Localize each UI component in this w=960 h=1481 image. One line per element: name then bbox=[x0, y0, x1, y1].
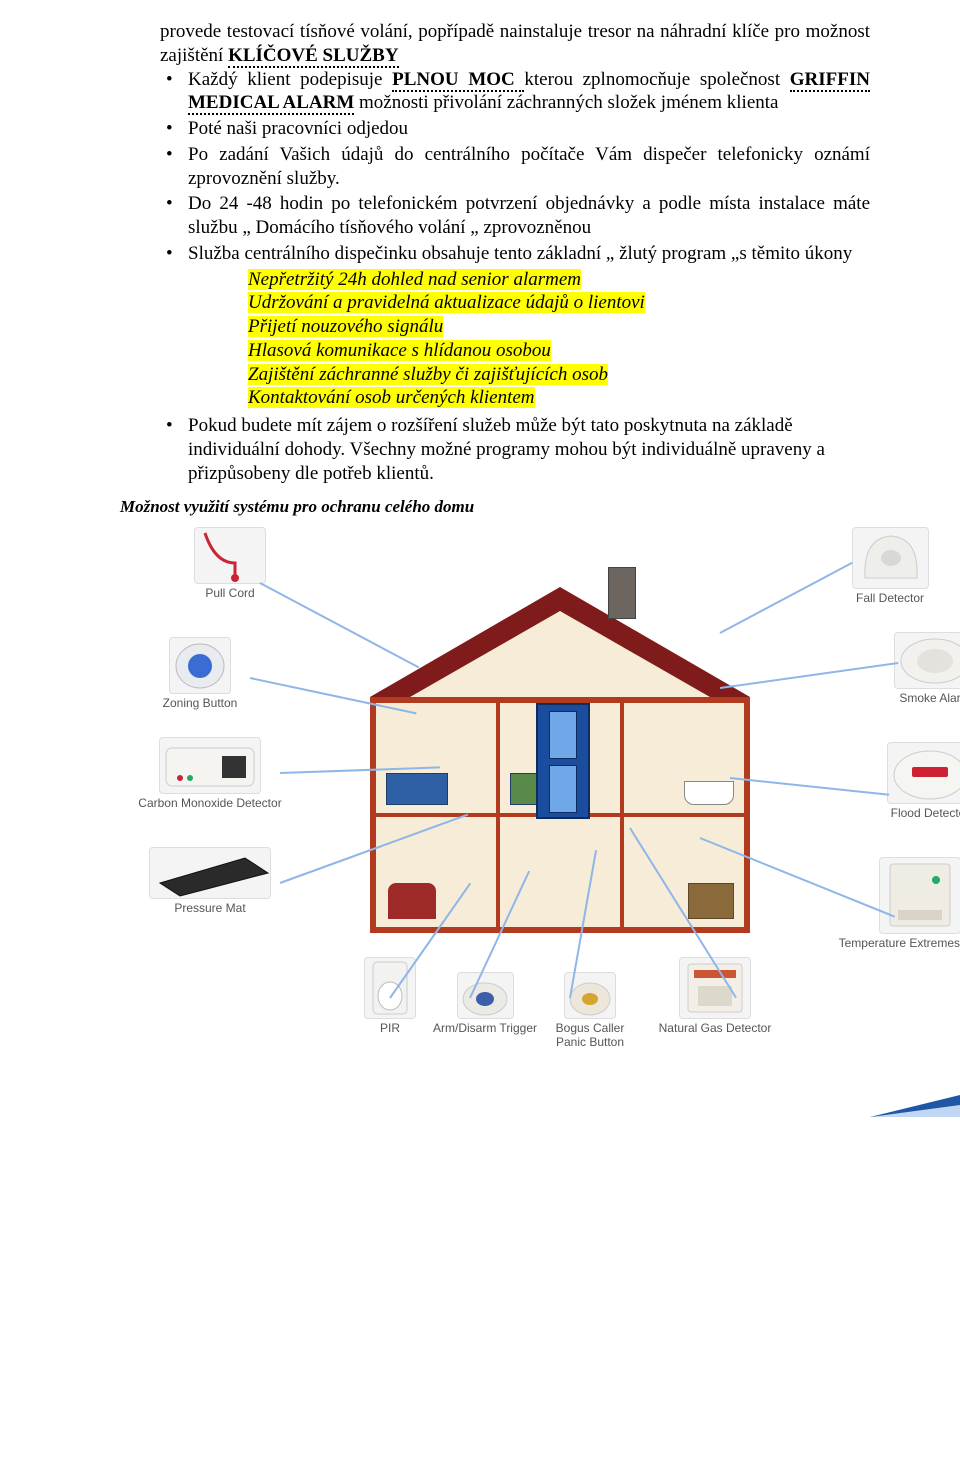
yellow-item: Zajištění záchranné služby či zajišťujíc… bbox=[248, 364, 608, 385]
bullet-text: Služba centrálního dispečinku obsahuje t… bbox=[188, 243, 852, 264]
house-front-door bbox=[536, 703, 590, 819]
diagram-heading: Možnost využití systému pro ochranu celé… bbox=[120, 497, 870, 517]
zoning-button-icon bbox=[169, 637, 231, 694]
room-bathroom bbox=[622, 701, 746, 815]
device-bogus-caller: Bogus Caller Panic Button bbox=[540, 972, 640, 1049]
device-label: Pressure Mat bbox=[174, 901, 245, 915]
room-living bbox=[374, 815, 498, 929]
smoke-alarm-icon bbox=[894, 632, 960, 689]
bullet-item: Služba centrálního dispečinku obsahuje t… bbox=[160, 242, 870, 410]
main-text-block: provede testovací tísňové volání, popříp… bbox=[160, 20, 870, 485]
device-label: Flood Detector bbox=[891, 806, 960, 820]
room-hall bbox=[498, 815, 622, 929]
co-detector-icon bbox=[159, 737, 261, 794]
yellow-item: Hlasová komunikace s hlídanou osobou bbox=[248, 340, 551, 361]
device-label: Fall Detector bbox=[856, 591, 924, 605]
bullet-dotted-plna-moc: PLNOU MOC bbox=[392, 69, 524, 92]
house-diagram: Pull Cord Zoning Button Carbon Monoxide … bbox=[130, 527, 960, 1067]
flood-detector-icon bbox=[887, 742, 960, 804]
device-label: Smoke Alarm bbox=[899, 691, 960, 705]
pull-cord-icon bbox=[194, 527, 266, 584]
device-arm-disarm: Arm/Disarm Trigger bbox=[430, 972, 540, 1035]
device-natural-gas: Natural Gas Detector bbox=[650, 957, 780, 1035]
device-label: Pull Cord bbox=[205, 586, 254, 600]
footer-wedge-light bbox=[870, 1105, 960, 1117]
bullet-text: Do 24 -48 hodin po telefonickém potvrzen… bbox=[188, 193, 870, 238]
bullet-text: Po zadání Vašich údajů do centrálního po… bbox=[188, 144, 870, 189]
temp-sensor-icon bbox=[879, 857, 960, 934]
house-attic bbox=[410, 611, 710, 697]
device-zoning-button: Zoning Button bbox=[140, 637, 260, 710]
bullet-text-part: možnosti přivolání záchranných složek jm… bbox=[354, 92, 778, 113]
yellow-item: Kontaktování osob určených klientem bbox=[248, 387, 535, 408]
device-label: PIR bbox=[380, 1021, 400, 1035]
arm-disarm-icon bbox=[457, 972, 514, 1019]
fall-detector-icon bbox=[852, 527, 929, 589]
house-illustration bbox=[370, 587, 750, 933]
bullet-item: Poté naši pracovníci odjedou bbox=[160, 117, 870, 141]
yellow-item: Udržování a pravidelná aktualizace údajů… bbox=[248, 292, 645, 313]
device-pressure-mat: Pressure Mat bbox=[140, 847, 280, 915]
bullet-item: Každý klient podepisuje PLNOU MOC kterou… bbox=[160, 68, 870, 116]
device-label: Natural Gas Detector bbox=[659, 1021, 772, 1035]
device-fall-detector: Fall Detector bbox=[830, 527, 950, 605]
device-label: Temperature Extremes Sensor bbox=[839, 936, 960, 950]
bullet-text-part: Každý klient podepisuje bbox=[188, 69, 392, 90]
device-carbon-monoxide: Carbon Monoxide Detector bbox=[130, 737, 290, 810]
room-bedroom-1 bbox=[374, 701, 498, 815]
pir-icon bbox=[364, 957, 416, 1019]
intro-key-services: KLÍČOVÉ SLUŽBY bbox=[228, 45, 399, 68]
page-footer-graphic bbox=[0, 1087, 960, 1111]
document-page: provede testovací tísňové volání, popříp… bbox=[0, 0, 960, 1087]
device-label: Arm/Disarm Trigger bbox=[433, 1021, 537, 1035]
bullet-item: Po zadání Vašich údajů do centrálního po… bbox=[160, 143, 870, 191]
yellow-item: Nepřetržitý 24h dohled nad senior alarme… bbox=[248, 269, 581, 290]
house-roof bbox=[370, 587, 750, 697]
bullet-item: Pokud budete mít zájem o rozšíření služe… bbox=[160, 414, 870, 485]
yellow-program-list: Nepřetržitý 24h dohled nad senior alarme… bbox=[248, 268, 870, 411]
yellow-item: Přijetí nouzového signálu bbox=[248, 316, 443, 337]
device-label: Carbon Monoxide Detector bbox=[138, 796, 281, 810]
bullet-item: Do 24 -48 hodin po telefonickém potvrzen… bbox=[160, 192, 870, 240]
device-label: Zoning Button bbox=[163, 696, 238, 710]
device-label: Bogus Caller Panic Button bbox=[556, 1021, 625, 1049]
bullet-text: Poté naši pracovníci odjedou bbox=[188, 118, 408, 139]
bullet-list: Každý klient podepisuje PLNOU MOC kterou… bbox=[160, 68, 870, 486]
bullet-text-part: kterou zplnomocňuje společnost bbox=[524, 69, 789, 90]
device-temp-sensor: Temperature Extremes Sensor bbox=[830, 857, 960, 950]
bullet-text: Pokud budete mít zájem o rozšíření služe… bbox=[188, 415, 825, 484]
device-smoke-alarm: Smoke Alarm bbox=[870, 632, 960, 705]
pressure-mat-icon bbox=[149, 847, 271, 899]
device-flood-detector: Flood Detector bbox=[860, 742, 960, 820]
